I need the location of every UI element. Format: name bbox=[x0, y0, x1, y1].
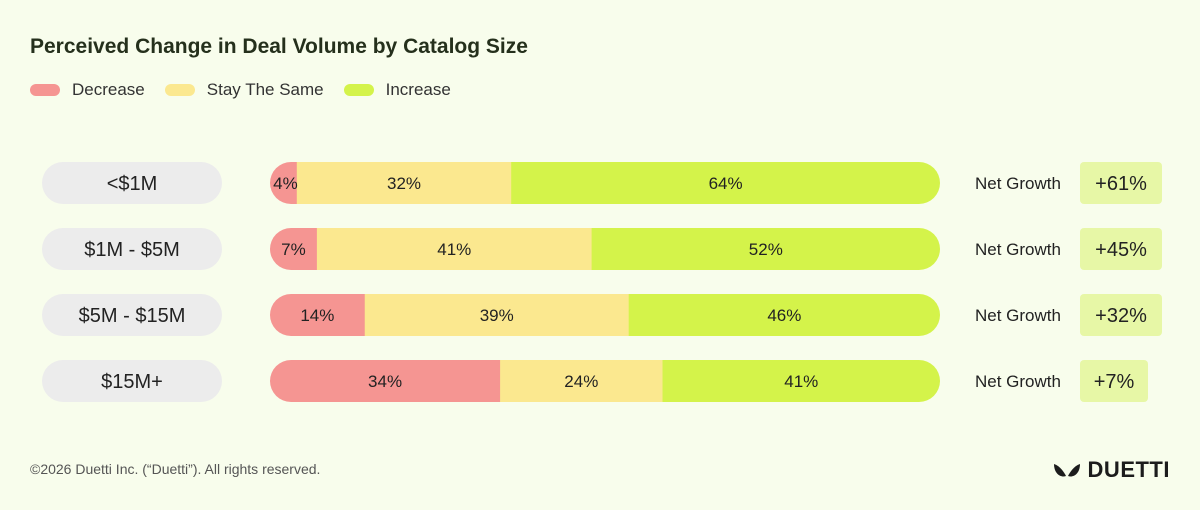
bar-segment-decrease-2 bbox=[270, 294, 366, 336]
bar-row-0 bbox=[270, 162, 940, 204]
category-label-1: $1M - $5M bbox=[84, 239, 180, 261]
copyright-text: ©2026 Duetti Inc. (“Duetti”). All rights… bbox=[30, 461, 321, 477]
bar-segment-decrease-3 bbox=[270, 360, 501, 402]
category-label-0: <$1M bbox=[107, 173, 158, 195]
net-growth-label-0: Net Growth bbox=[975, 174, 1061, 193]
bar-segment-stay-the-same-1 bbox=[316, 228, 593, 270]
legend-swatch-stay-the-same bbox=[164, 84, 195, 96]
category-pill-3 bbox=[42, 360, 222, 402]
bar-segment-decrease-1 bbox=[270, 228, 318, 270]
duetti-logo-icon bbox=[1053, 464, 1080, 477]
net-growth-label-2: Net Growth bbox=[975, 306, 1061, 325]
value-label-decrease-1: 7% bbox=[281, 240, 306, 259]
legend-swatch-increase bbox=[343, 84, 374, 96]
legend-label-stay-the-same: Stay The Same bbox=[206, 80, 324, 99]
legend-item-increase: Increase bbox=[343, 80, 451, 100]
value-label-stay-the-same-1: 41% bbox=[437, 240, 471, 259]
legend: Decrease Stay The Same Increase bbox=[30, 80, 457, 100]
value-label-decrease-0: 4% bbox=[273, 174, 298, 193]
value-label-increase-3: 41% bbox=[784, 372, 818, 391]
value-label-increase-1: 52% bbox=[749, 240, 783, 259]
legend-item-stay-the-same: Stay The Same bbox=[164, 80, 324, 100]
value-label-stay-the-same-3: 24% bbox=[564, 372, 598, 391]
net-growth-badge-2 bbox=[1080, 294, 1162, 336]
net-growth-label-1: Net Growth bbox=[975, 240, 1061, 259]
bar-segment-increase-1 bbox=[591, 228, 940, 270]
value-label-decrease-2: 14% bbox=[300, 306, 334, 325]
legend-label-increase: Increase bbox=[385, 80, 451, 99]
value-label-increase-0: 64% bbox=[709, 174, 743, 193]
category-pill-1 bbox=[42, 228, 222, 270]
net-growth-value-2: +32% bbox=[1095, 305, 1147, 327]
bar-segment-increase-2 bbox=[628, 294, 940, 336]
value-label-increase-2: 46% bbox=[767, 306, 801, 325]
net-growth-value-1: +45% bbox=[1095, 239, 1147, 261]
legend-swatch-decrease bbox=[30, 84, 60, 96]
category-label-2: $5M - $15M bbox=[79, 305, 186, 327]
category-label-3: $15M+ bbox=[101, 371, 163, 393]
brand-logo: DUETTI bbox=[1052, 457, 1170, 483]
net-growth-badge-1 bbox=[1080, 228, 1162, 270]
bar-segment-stay-the-same-2 bbox=[364, 294, 630, 336]
net-growth-value-0: +61% bbox=[1095, 173, 1147, 195]
bar-row-3 bbox=[270, 360, 940, 402]
net-growth-label-3: Net Growth bbox=[975, 372, 1061, 391]
legend-label-decrease: Decrease bbox=[72, 80, 145, 99]
bar-row-1 bbox=[270, 228, 940, 270]
value-label-stay-the-same-0: 32% bbox=[387, 174, 421, 193]
bar-segment-stay-the-same-3 bbox=[500, 360, 664, 402]
brand-name: DUETTI bbox=[1087, 457, 1170, 482]
value-label-decrease-3: 34% bbox=[368, 372, 402, 391]
bar-row-2 bbox=[270, 294, 940, 336]
net-growth-value-3: +7% bbox=[1094, 371, 1135, 393]
value-label-stay-the-same-2: 39% bbox=[480, 306, 514, 325]
category-pill-0 bbox=[42, 162, 222, 204]
category-pill-2 bbox=[42, 294, 222, 336]
net-growth-badge-3 bbox=[1080, 360, 1148, 402]
bar-segment-stay-the-same-0 bbox=[296, 162, 512, 204]
bar-segment-increase-0 bbox=[511, 162, 940, 204]
legend-item-decrease: Decrease bbox=[30, 80, 145, 100]
net-growth-badge-0 bbox=[1080, 162, 1162, 204]
chart-title: Perceived Change in Deal Volume by Catal… bbox=[30, 35, 528, 58]
bar-segment-increase-3 bbox=[662, 360, 940, 402]
